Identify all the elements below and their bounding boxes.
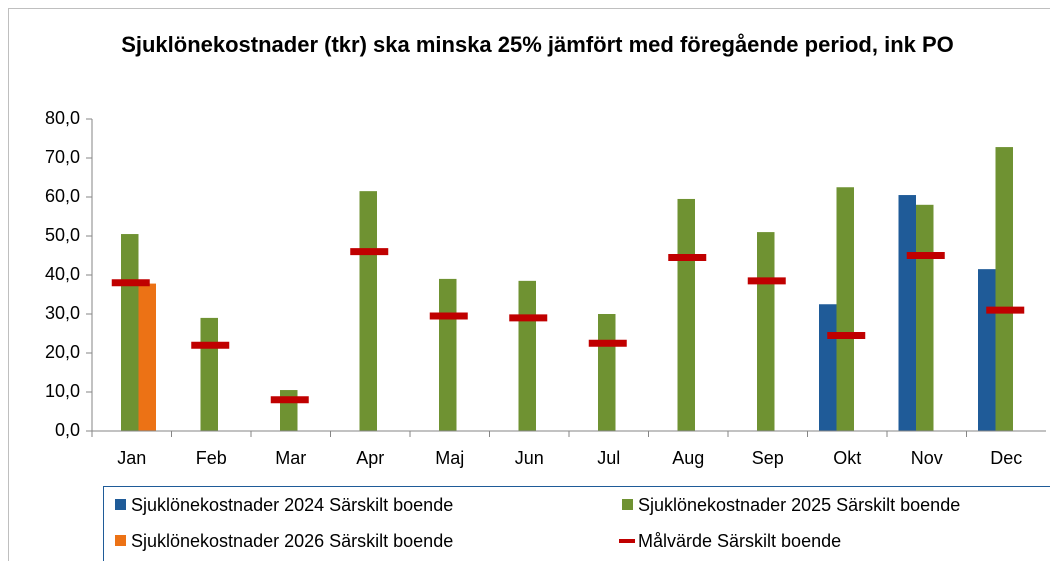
- y-tick-label: 50,0: [45, 225, 80, 245]
- x-tick-label: Okt: [833, 448, 861, 468]
- legend-label: Sjuklönekostnader 2026 Särskilt boende: [131, 531, 453, 551]
- bar: [978, 269, 996, 431]
- y-tick-label: 80,0: [45, 108, 80, 128]
- bar: [677, 198, 695, 431]
- legend-swatch: [622, 499, 633, 510]
- x-tick-label: Jun: [515, 448, 544, 468]
- legend-box: [103, 486, 1050, 561]
- bar: [121, 234, 139, 431]
- y-tick-label: 0,0: [55, 420, 80, 440]
- chart-title: Sjuklönekostnader (tkr) ska minska 25% j…: [121, 32, 954, 57]
- bar: [995, 147, 1013, 431]
- bar: [836, 187, 854, 431]
- y-tick-label: 40,0: [45, 264, 80, 284]
- legend-swatch: [115, 535, 126, 546]
- bar: [819, 304, 837, 431]
- legend-label: Sjuklönekostnader 2024 Särskilt boende: [131, 495, 453, 515]
- x-tick-label: Mar: [275, 448, 306, 468]
- y-tick-label: 70,0: [45, 147, 80, 167]
- legend-label: Målvärde Särskilt boende: [638, 531, 841, 551]
- bar: [200, 317, 218, 431]
- y-tick-label: 60,0: [45, 186, 80, 206]
- bar: [916, 204, 934, 431]
- bar: [898, 195, 916, 431]
- bar: [439, 278, 457, 431]
- y-tick-label: 30,0: [45, 303, 80, 323]
- y-tick-label: 20,0: [45, 342, 80, 362]
- x-tick-label: Nov: [911, 448, 943, 468]
- chart-border: [8, 8, 1050, 561]
- bar: [598, 314, 616, 431]
- x-tick-label: Aug: [672, 448, 704, 468]
- x-tick-label: Feb: [196, 448, 227, 468]
- bar: [138, 283, 156, 431]
- legend-swatch: [115, 499, 126, 510]
- x-tick-label: Maj: [435, 448, 464, 468]
- y-tick-label: 10,0: [45, 381, 80, 401]
- bar: [518, 280, 536, 431]
- bar: [280, 390, 298, 431]
- bar: [757, 232, 775, 431]
- legend-label: Sjuklönekostnader 2025 Särskilt boende: [638, 495, 960, 515]
- x-tick-label: Jan: [117, 448, 146, 468]
- x-tick-label: Apr: [356, 448, 384, 468]
- x-tick-label: Dec: [990, 448, 1022, 468]
- x-tick-label: Sep: [752, 448, 784, 468]
- x-tick-label: Jul: [597, 448, 620, 468]
- bar: [359, 191, 377, 431]
